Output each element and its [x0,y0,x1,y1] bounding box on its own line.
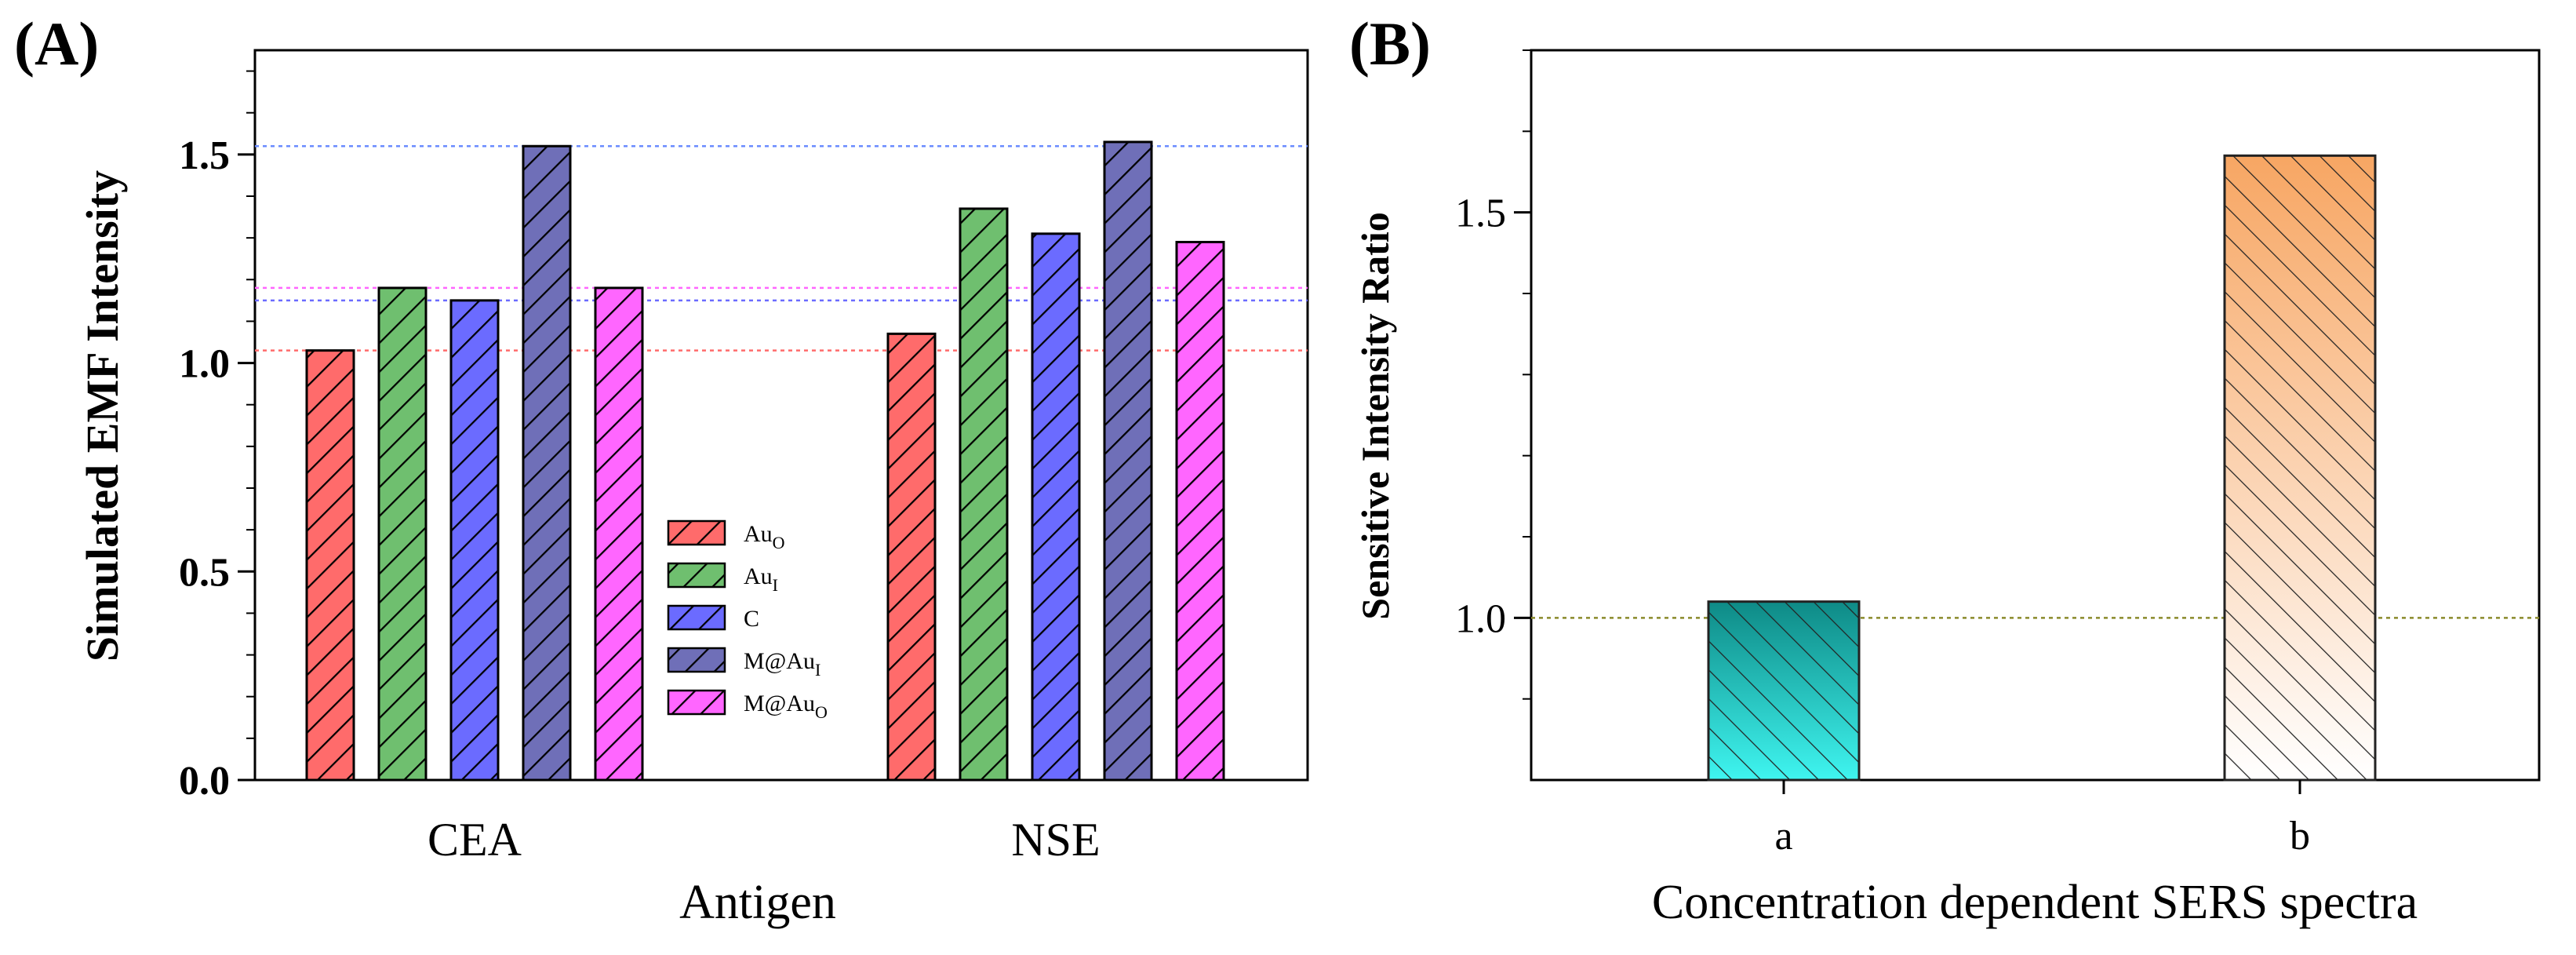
panel-a-y-axis-title: Simulated EMF Intensity [77,170,128,662]
panel-b-x-tick-label: b [2290,814,2310,858]
panel-a-reference-lines [255,144,1308,352]
panel-b-y-ticks: 1.0 1.5 [1455,49,1531,700]
panel-a-bar [959,207,1009,782]
panel-a-legend-label: AuO [744,521,785,552]
panel-a-legend-label: M@AuO [744,691,828,722]
panel-b-label: (B) [1349,9,1431,78]
panel-a-legend-item: M@AuI [667,647,820,680]
panel-a-y-tick-label: 1.0 [179,342,230,387]
panel-a-bars [305,140,1225,782]
panel-a-legend-label: C [744,606,759,632]
panel-a-x-axis-title: Antigen [679,876,836,929]
panel-a-bar [594,286,644,782]
panel-a-x-ticks: CEA NSE [428,814,1101,866]
panel-a-legend-item: M@AuO [667,689,828,722]
panel-a-legend: AuO AuI C M@AuI M@AuO [667,519,828,722]
panel-a-y-ticks: 0.0 0.5 1.0 1.5 [179,70,255,804]
panel-a-label: (A) [14,9,99,78]
panel-a-plot-frame [253,49,1309,782]
panel-a-legend-item: AuI [667,562,778,595]
panel-b-plot-frame [1530,49,2541,782]
panel-a-x-tick-label: CEA [428,814,522,866]
panel-a-legend-item: C [667,604,759,632]
panel-a-bar [522,144,572,782]
panel-a: (A) 0.0 0.5 1.0 1.5 CEA NSE Simulated EMF In… [14,9,1309,929]
panel-b-bar [1707,600,1861,782]
panel-b-y-tick-label: 1.0 [1455,596,1506,641]
panel-a-bar [305,349,355,782]
panel-b-bar [2223,154,2377,782]
panel-a-y-tick-label: 0.0 [179,759,230,804]
panel-a-y-tick-label: 0.5 [179,550,230,595]
panel-b-x-tick-label: a [1774,814,1792,858]
panel-a-y-tick-label: 1.5 [179,133,230,178]
panel-a-bar [1103,140,1153,782]
panel-b-y-axis-title: Sensitive Intensity Ratio [1353,212,1397,619]
panel-a-legend-label: M@AuI [744,648,820,680]
panel-a-legend-item: AuO [667,519,785,552]
panel-b-x-axis-title: Concentration dependent SERS spectra [1652,876,2418,929]
panel-a-x-tick-label: NSE [1011,814,1100,866]
panel-a-bar [449,299,500,782]
panel-a-bar [886,332,937,782]
panel-b-y-tick-label: 1.5 [1455,191,1506,236]
panel-b-bars [1707,154,2377,782]
panel-a-bar [1031,232,1081,782]
panel-a-legend-label: AuI [744,563,778,595]
panel-a-bar [377,286,428,782]
panel-a-bar [1175,240,1225,782]
